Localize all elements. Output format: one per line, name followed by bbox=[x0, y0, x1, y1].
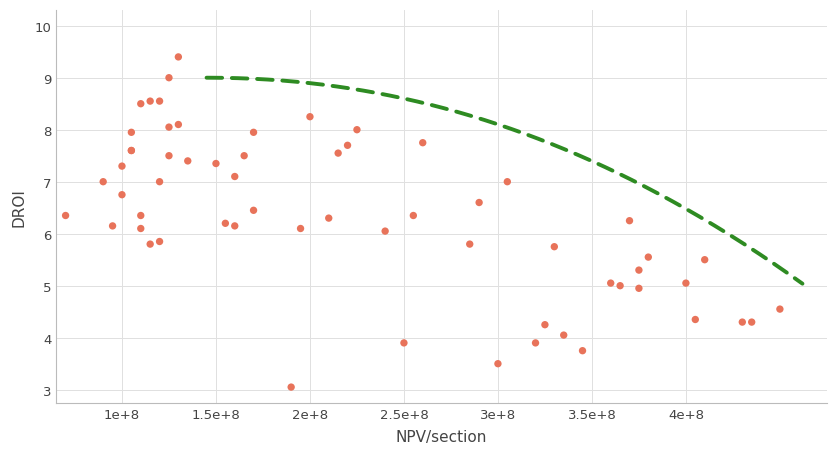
Point bbox=[153, 179, 166, 186]
Y-axis label: DROI: DROI bbox=[11, 187, 26, 226]
Point bbox=[322, 215, 335, 222]
X-axis label: NPV/section: NPV/section bbox=[396, 429, 487, 444]
Point bbox=[576, 347, 589, 354]
Point bbox=[228, 223, 241, 230]
Point bbox=[303, 114, 317, 121]
Point bbox=[134, 212, 147, 220]
Point bbox=[143, 98, 157, 106]
Point bbox=[745, 319, 758, 326]
Point bbox=[116, 163, 129, 170]
Point bbox=[463, 241, 477, 248]
Point bbox=[689, 316, 702, 324]
Point bbox=[698, 257, 711, 264]
Point bbox=[163, 153, 176, 160]
Point bbox=[632, 285, 645, 292]
Point bbox=[773, 306, 787, 313]
Point bbox=[736, 319, 749, 326]
Point bbox=[613, 283, 627, 290]
Point bbox=[284, 384, 297, 391]
Point bbox=[96, 179, 110, 186]
Point bbox=[557, 332, 571, 339]
Point bbox=[134, 225, 147, 233]
Point bbox=[529, 339, 542, 347]
Point bbox=[680, 280, 693, 287]
Point bbox=[500, 179, 514, 186]
Point bbox=[59, 212, 72, 220]
Point bbox=[604, 280, 618, 287]
Point bbox=[181, 158, 194, 165]
Point bbox=[228, 173, 241, 181]
Point bbox=[163, 124, 176, 131]
Point bbox=[491, 360, 504, 368]
Point bbox=[294, 225, 308, 233]
Point bbox=[210, 161, 223, 168]
Point bbox=[143, 241, 157, 248]
Point bbox=[125, 147, 138, 155]
Point bbox=[247, 129, 261, 136]
Point bbox=[538, 321, 551, 329]
Point bbox=[397, 339, 411, 347]
Point bbox=[163, 75, 176, 82]
Point bbox=[416, 140, 429, 147]
Point bbox=[379, 228, 392, 235]
Point bbox=[125, 147, 138, 155]
Point bbox=[153, 98, 166, 106]
Point bbox=[172, 54, 185, 61]
Point bbox=[172, 121, 185, 129]
Point bbox=[125, 129, 138, 136]
Point bbox=[632, 267, 645, 274]
Point bbox=[237, 153, 251, 160]
Point bbox=[332, 150, 345, 157]
Point bbox=[106, 223, 119, 230]
Point bbox=[134, 101, 147, 108]
Point bbox=[219, 220, 232, 228]
Point bbox=[153, 238, 166, 246]
Point bbox=[350, 127, 364, 134]
Point bbox=[406, 212, 420, 220]
Point bbox=[116, 192, 129, 199]
Point bbox=[547, 243, 561, 251]
Point bbox=[623, 217, 636, 225]
Point bbox=[341, 142, 354, 150]
Point bbox=[642, 254, 655, 261]
Point bbox=[247, 207, 261, 214]
Point bbox=[473, 199, 486, 207]
